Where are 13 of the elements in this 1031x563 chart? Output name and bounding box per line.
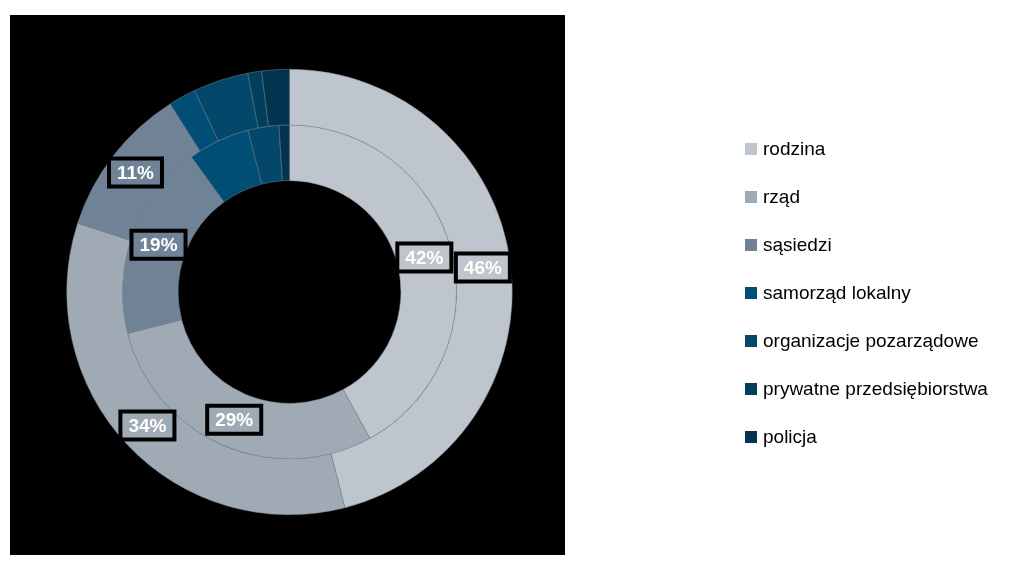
legend-label: sąsiedzi: [763, 234, 832, 256]
legend-label: rząd: [763, 186, 800, 208]
data-label: 34%: [128, 414, 167, 436]
data-label: 42%: [405, 246, 444, 268]
legend-label: samorząd lokalny: [763, 282, 911, 304]
data-label: 19%: [139, 234, 178, 256]
legend-label: organizacje pozarządowe: [763, 330, 979, 352]
legend-label: rodzina: [763, 138, 826, 160]
data-label: 46%: [463, 256, 502, 278]
legend-label: prywatne przedsiębiorstwa: [763, 378, 988, 400]
data-label: 29%: [215, 409, 254, 430]
data-label: 11%: [117, 161, 155, 183]
legend-label: policja: [763, 426, 817, 448]
